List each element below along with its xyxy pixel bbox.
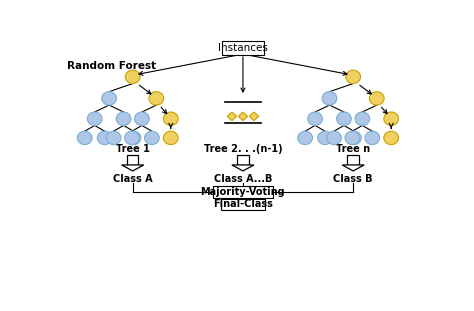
Circle shape: [135, 112, 149, 125]
Circle shape: [369, 92, 384, 105]
Circle shape: [298, 131, 312, 145]
Circle shape: [87, 112, 102, 125]
Polygon shape: [127, 156, 138, 165]
Circle shape: [345, 131, 360, 145]
Text: Tree 1: Tree 1: [116, 144, 150, 154]
Circle shape: [308, 112, 322, 125]
Circle shape: [322, 92, 337, 105]
FancyBboxPatch shape: [222, 41, 264, 55]
Circle shape: [384, 112, 399, 125]
Text: Tree n: Tree n: [336, 144, 370, 154]
Polygon shape: [227, 112, 237, 121]
FancyBboxPatch shape: [221, 199, 265, 210]
Circle shape: [384, 131, 399, 145]
Circle shape: [149, 92, 164, 105]
Circle shape: [164, 112, 178, 125]
Circle shape: [346, 70, 360, 84]
Circle shape: [116, 112, 131, 125]
Text: Class A...B: Class A...B: [214, 174, 272, 183]
Text: Random Forest: Random Forest: [67, 61, 156, 71]
Circle shape: [126, 131, 141, 145]
Circle shape: [77, 131, 92, 145]
Circle shape: [327, 131, 341, 145]
Text: Instances: Instances: [218, 43, 268, 53]
Text: Class B: Class B: [333, 174, 373, 183]
Circle shape: [102, 92, 117, 105]
Circle shape: [337, 112, 351, 125]
Circle shape: [97, 131, 112, 145]
Circle shape: [355, 112, 370, 125]
Circle shape: [346, 131, 361, 145]
Circle shape: [318, 131, 332, 145]
Circle shape: [125, 131, 139, 145]
Polygon shape: [249, 112, 259, 121]
Text: Tree 2. . .(n-1): Tree 2. . .(n-1): [204, 144, 282, 154]
FancyBboxPatch shape: [213, 186, 273, 198]
Polygon shape: [342, 165, 364, 171]
Text: Class A: Class A: [113, 174, 153, 183]
Polygon shape: [122, 165, 144, 171]
Circle shape: [145, 131, 159, 145]
Text: Final-Class: Final-Class: [213, 199, 273, 209]
Circle shape: [365, 131, 380, 145]
Text: Majority-Voting: Majority-Voting: [201, 187, 285, 197]
Circle shape: [164, 131, 178, 145]
Polygon shape: [237, 156, 249, 165]
Circle shape: [106, 131, 121, 145]
Circle shape: [125, 70, 140, 84]
Polygon shape: [232, 165, 254, 171]
Polygon shape: [347, 156, 359, 165]
Polygon shape: [238, 112, 247, 121]
